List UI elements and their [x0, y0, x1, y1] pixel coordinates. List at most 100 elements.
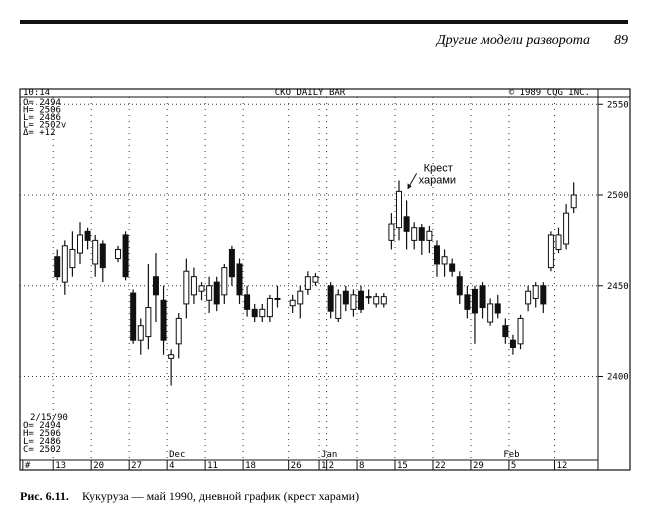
candle-body	[274, 297, 281, 300]
candle-body	[61, 245, 68, 283]
month-label: Dec	[169, 450, 185, 460]
candle-body	[327, 285, 334, 312]
candle-body	[54, 256, 61, 278]
y-tick-label: 2450	[607, 282, 629, 292]
candle-body	[441, 256, 448, 265]
candle-body	[304, 276, 311, 290]
candle-body	[487, 303, 494, 323]
candle-body	[206, 285, 213, 301]
chart-title: CKO DAILY BAR	[275, 88, 346, 98]
candle-body	[563, 212, 570, 245]
candle-body	[433, 245, 440, 265]
candle-body	[502, 325, 509, 338]
candle-body	[449, 263, 456, 272]
page-number: 89	[614, 33, 628, 48]
chart-frame	[19, 88, 631, 471]
candle-body	[411, 227, 418, 241]
candle-body	[84, 230, 91, 241]
candle-body	[388, 223, 395, 241]
annotation-text: Крест	[424, 162, 453, 174]
x-tick-label: 15	[397, 461, 408, 471]
candle-body	[297, 290, 304, 305]
candle-body	[145, 307, 152, 338]
candle-body	[509, 339, 516, 348]
candle-body	[221, 267, 228, 296]
month-label: Jan	[321, 450, 337, 460]
info-line: O= 2494	[23, 98, 61, 108]
candle-body	[471, 288, 478, 314]
candle-body	[403, 216, 410, 232]
date-box-line: O= 2494	[23, 421, 61, 431]
candle-body	[259, 308, 266, 318]
x-tick-label: 27	[131, 461, 142, 471]
candle-body	[266, 297, 273, 318]
x-tick-label: 1	[321, 461, 326, 471]
caption-text: Кукуруза — май 1990, дневной график (кре…	[82, 489, 359, 503]
info-line: L= 2486	[23, 113, 61, 123]
candle-body	[517, 317, 524, 345]
x-tick-label: 5	[511, 461, 516, 471]
annotation-arrow	[408, 173, 418, 188]
candle-body	[532, 285, 539, 299]
candle-body	[77, 234, 84, 254]
month-label: Feb	[503, 450, 519, 460]
candle-body	[168, 354, 175, 359]
candle-body	[396, 190, 403, 229]
candle-body	[137, 325, 144, 341]
candle-body	[244, 294, 251, 310]
candle-body	[92, 239, 99, 265]
date-box-line: 2/15/90	[30, 413, 68, 423]
candle-body	[358, 290, 365, 310]
x-tick-label: #	[25, 461, 31, 471]
candle-body	[228, 248, 235, 278]
y-tick-label: 2500	[607, 191, 629, 201]
candle-body	[570, 194, 577, 209]
candle-body	[555, 234, 562, 250]
date-box-line: C= 2502	[23, 445, 61, 455]
candle-body	[418, 227, 425, 241]
candle-body	[312, 276, 319, 283]
candle-body	[342, 290, 349, 305]
info-line: H= 2506	[23, 106, 61, 116]
candle-body	[479, 285, 486, 309]
candle-body	[464, 294, 471, 310]
candle-body	[69, 248, 76, 269]
x-tick-label: 26	[291, 461, 302, 471]
candle-body	[175, 317, 182, 345]
candle-body	[494, 303, 501, 314]
candle-body	[130, 292, 137, 341]
candle-body	[236, 263, 243, 296]
candle-body	[365, 296, 372, 299]
info-line: Δ= +12	[23, 128, 56, 138]
x-tick-label: 18	[245, 461, 256, 471]
x-tick-label: 2	[329, 461, 334, 471]
candle-body	[251, 308, 258, 318]
candle-body	[114, 248, 121, 260]
candle-body	[525, 290, 532, 305]
x-tick-label: 20	[93, 461, 104, 471]
date-box-line: L= 2486	[23, 437, 61, 447]
candle-body	[380, 296, 387, 305]
info-line: L= 2502v	[23, 121, 66, 131]
candle-body	[122, 234, 129, 278]
candle-body	[456, 276, 463, 296]
header-rule	[20, 20, 628, 24]
x-tick-label: 13	[55, 461, 66, 471]
candle-body	[350, 294, 357, 310]
caption-label: Рис. 6.11.	[20, 489, 69, 503]
candle-body	[152, 276, 159, 296]
candle-body	[335, 294, 342, 319]
candle-body	[547, 234, 554, 269]
candle-body	[289, 299, 296, 307]
x-tick-label: 29	[473, 461, 484, 471]
x-tick-label: 22	[435, 461, 446, 471]
candle-body	[183, 270, 190, 305]
y-tick-label: 2550	[607, 100, 629, 110]
candle-body	[540, 285, 547, 305]
annotation-text: харами	[419, 174, 456, 186]
copyright: © 1989 CQG INC.	[509, 88, 590, 98]
time: 10:14	[23, 88, 50, 98]
annotation-arrowhead	[407, 183, 412, 190]
header-title: Другие модели разворота	[435, 33, 590, 48]
